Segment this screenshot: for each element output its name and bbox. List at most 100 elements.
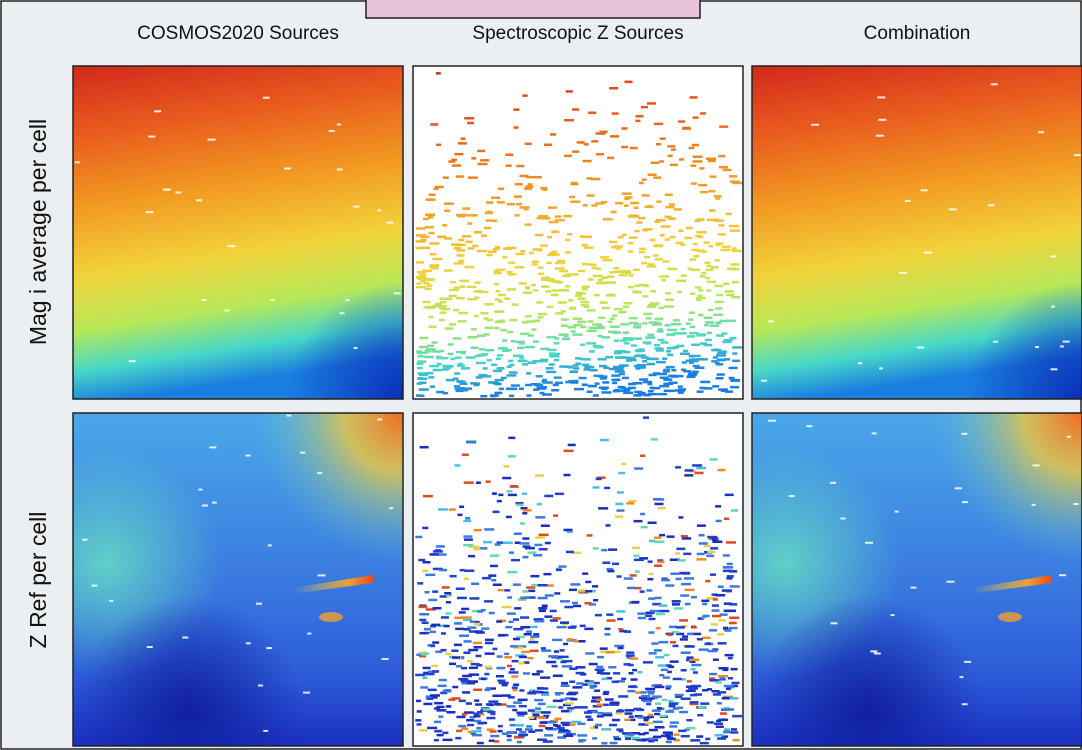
- cell: [640, 590, 645, 593]
- cell: [425, 214, 435, 217]
- cell: [461, 728, 468, 731]
- cell: [528, 730, 535, 733]
- cell: [464, 640, 472, 643]
- cell: [538, 316, 544, 319]
- cell: [512, 686, 518, 689]
- cell: [699, 167, 704, 170]
- cell: [651, 162, 660, 165]
- cell: [678, 375, 684, 378]
- cell: [718, 224, 724, 227]
- cell: [700, 342, 707, 345]
- cell: [634, 391, 642, 394]
- cell: [538, 313, 547, 316]
- cell: [456, 588, 465, 591]
- cell: [658, 507, 666, 510]
- cell: [597, 326, 605, 329]
- cell: [655, 347, 664, 350]
- cell: [471, 328, 477, 331]
- cell: [513, 689, 518, 692]
- cell: [564, 155, 572, 158]
- cell: [417, 367, 423, 370]
- cell: [712, 541, 722, 544]
- cell: [628, 664, 634, 667]
- cell: [729, 622, 737, 625]
- cell: [625, 712, 633, 715]
- cell: [685, 589, 695, 592]
- cell: [666, 741, 672, 744]
- cell: [493, 511, 500, 513]
- empty-cell: [911, 587, 917, 589]
- cell: [468, 649, 478, 652]
- cell: [485, 642, 493, 645]
- cell: [497, 354, 503, 357]
- cell: [689, 147, 695, 150]
- cell: [624, 302, 633, 305]
- cell: [438, 508, 448, 511]
- cell: [602, 714, 612, 717]
- empty-cell: [1074, 154, 1081, 156]
- cell: [502, 350, 509, 353]
- cell: [584, 246, 594, 249]
- cell: [702, 689, 708, 692]
- cell: [507, 705, 516, 708]
- cell: [579, 672, 584, 675]
- cell: [550, 610, 557, 613]
- cell: [477, 711, 483, 714]
- cell: [665, 206, 674, 209]
- cell: [528, 717, 534, 720]
- empty-cell: [307, 633, 311, 635]
- cell: [423, 667, 431, 670]
- cell: [620, 323, 629, 326]
- cell: [671, 323, 681, 326]
- cell: [475, 703, 482, 706]
- cell: [507, 203, 515, 206]
- cell: [732, 250, 742, 253]
- cell: [709, 175, 716, 178]
- cell: [425, 574, 435, 577]
- cell: [645, 688, 655, 691]
- cell: [471, 583, 479, 586]
- cell: [500, 329, 507, 332]
- cell: [450, 358, 455, 361]
- cell: [717, 702, 722, 705]
- empty-cell: [962, 501, 968, 503]
- cell: [569, 668, 577, 671]
- cell: [439, 553, 447, 556]
- cell: [570, 583, 580, 586]
- cell: [577, 321, 586, 324]
- cell: [464, 538, 473, 541]
- cell: [533, 360, 538, 363]
- cell: [591, 385, 597, 388]
- cell: [683, 350, 688, 353]
- cell: [629, 716, 634, 719]
- cell: [625, 737, 631, 740]
- cell: [419, 337, 428, 340]
- cell: [587, 320, 593, 323]
- cell: [525, 547, 535, 550]
- cell: [429, 194, 436, 197]
- cell: [621, 146, 628, 149]
- cell: [427, 348, 436, 351]
- cell: [644, 717, 650, 720]
- cell: [416, 227, 426, 230]
- empty-cell: [1063, 341, 1070, 343]
- cell: [665, 584, 674, 587]
- cell: [712, 385, 719, 388]
- cell: [476, 727, 481, 730]
- cell: [455, 628, 464, 631]
- cell: [522, 321, 528, 324]
- cell: [645, 722, 653, 725]
- cell: [653, 254, 659, 256]
- cell: [549, 363, 555, 366]
- empty-cell: [91, 585, 97, 587]
- cell: [422, 527, 428, 530]
- cell: [687, 719, 693, 722]
- cell: [663, 383, 673, 386]
- cell: [613, 672, 620, 675]
- cell: [449, 365, 454, 368]
- cell: [491, 364, 497, 367]
- cell: [624, 577, 633, 580]
- cell: [496, 620, 502, 623]
- empty-cell: [1051, 306, 1055, 308]
- cell: [678, 230, 683, 233]
